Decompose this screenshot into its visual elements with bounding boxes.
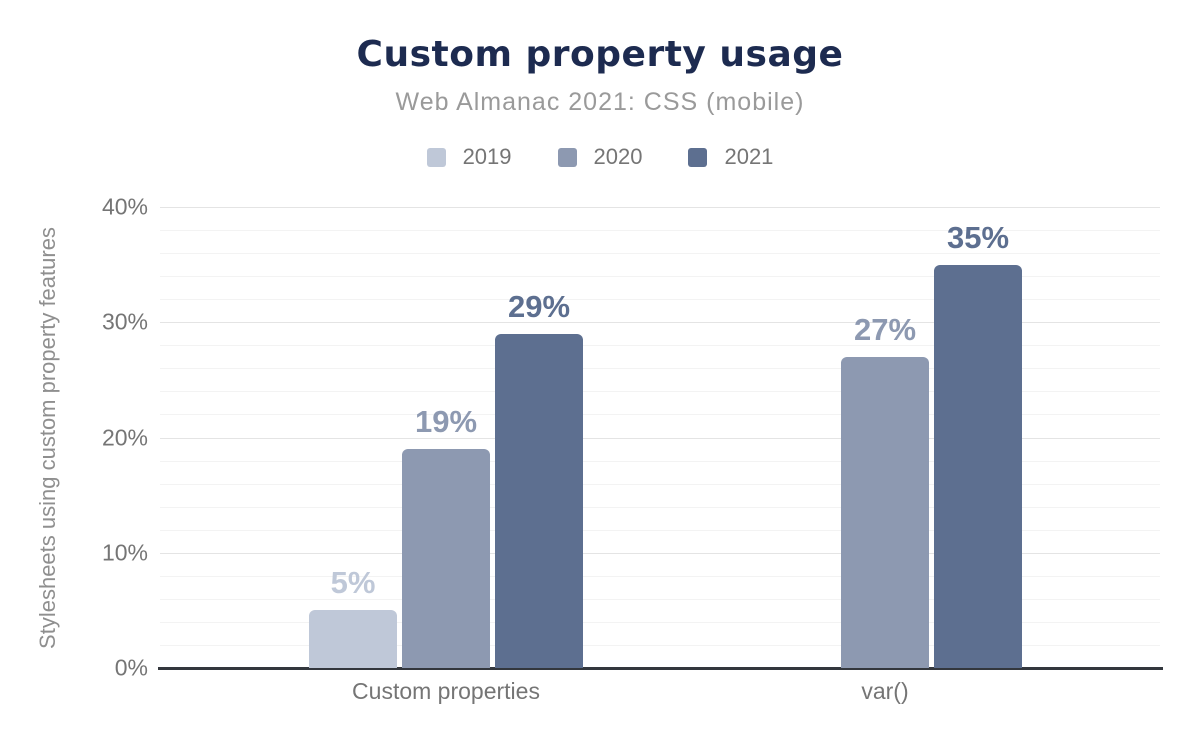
major-gridline: [160, 437, 1160, 439]
y-tick-label: 20%: [101, 424, 148, 450]
bar-value-label: 29%: [507, 288, 571, 324]
minor-gridline: [160, 460, 1160, 462]
major-gridline: [160, 322, 1160, 324]
y-tick-label: 10%: [101, 539, 148, 566]
bar-2020-var--: [841, 356, 929, 668]
legend-item-2021: 2021: [688, 144, 773, 170]
legend-label: 2019: [462, 144, 512, 169]
minor-gridline: [160, 299, 1160, 301]
x-axis-line: [158, 667, 1163, 670]
y-axis-title: Stylesheets using custom property featur…: [35, 227, 60, 649]
x-category-label: Custom properties: [352, 678, 540, 704]
legend-swatch-2021: [688, 147, 708, 167]
minor-gridline: [160, 529, 1160, 531]
minor-gridline: [160, 598, 1160, 600]
bar-2020-custom-properties: [402, 449, 490, 668]
major-gridline: [160, 552, 1160, 554]
minor-gridline: [160, 230, 1160, 232]
bar-value-label: 19%: [414, 404, 478, 440]
minor-gridline: [160, 621, 1160, 623]
y-tick-label: 30%: [101, 308, 148, 335]
legend-swatch-2019: [426, 147, 446, 167]
legend-label: 2020: [593, 144, 643, 169]
minor-gridline: [160, 276, 1160, 278]
y-tick-label: 0%: [114, 654, 148, 681]
minor-gridline: [160, 483, 1160, 485]
bar-value-label: 5%: [330, 565, 376, 601]
chart-legend: 2019 2020 2021: [0, 142, 1200, 172]
minor-gridline: [160, 575, 1160, 577]
bar-value-label: 35%: [946, 219, 1010, 255]
y-tick-label: 40%: [101, 193, 148, 220]
chart-subtitle: Web Almanac 2021: CSS (mobile): [395, 88, 805, 116]
x-category-label: var(): [861, 678, 909, 704]
legend-swatch-2020: [557, 147, 577, 167]
legend-item-2019: 2019: [426, 144, 512, 170]
minor-gridline: [160, 506, 1160, 508]
major-gridline: [160, 207, 1160, 208]
legend-item-2020: 2020: [557, 144, 643, 170]
chart-title: Custom property usage: [356, 34, 844, 75]
bar-2021-var--: [934, 264, 1022, 668]
bar-2021-custom-properties: [495, 333, 583, 668]
minor-gridline: [160, 345, 1160, 347]
bar-2019-custom-properties: [309, 610, 397, 668]
minor-gridline: [160, 368, 1160, 370]
minor-gridline: [160, 414, 1160, 416]
minor-gridline: [160, 644, 1160, 646]
legend-label: 2021: [724, 144, 774, 169]
minor-gridline: [160, 391, 1160, 393]
minor-gridline: [160, 253, 1160, 255]
bar-value-label: 27%: [853, 311, 917, 347]
